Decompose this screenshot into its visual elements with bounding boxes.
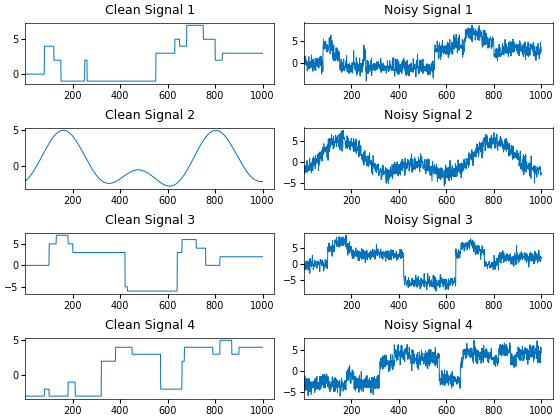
Title: Noisy Signal 2: Noisy Signal 2 — [384, 109, 473, 122]
Title: Clean Signal 1: Clean Signal 1 — [105, 4, 195, 17]
Title: Noisy Signal 4: Noisy Signal 4 — [384, 319, 473, 332]
Title: Noisy Signal 1: Noisy Signal 1 — [384, 4, 473, 17]
Title: Clean Signal 4: Clean Signal 4 — [105, 319, 195, 332]
Title: Clean Signal 2: Clean Signal 2 — [105, 109, 195, 122]
Title: Clean Signal 3: Clean Signal 3 — [105, 214, 195, 227]
Title: Noisy Signal 3: Noisy Signal 3 — [384, 214, 473, 227]
